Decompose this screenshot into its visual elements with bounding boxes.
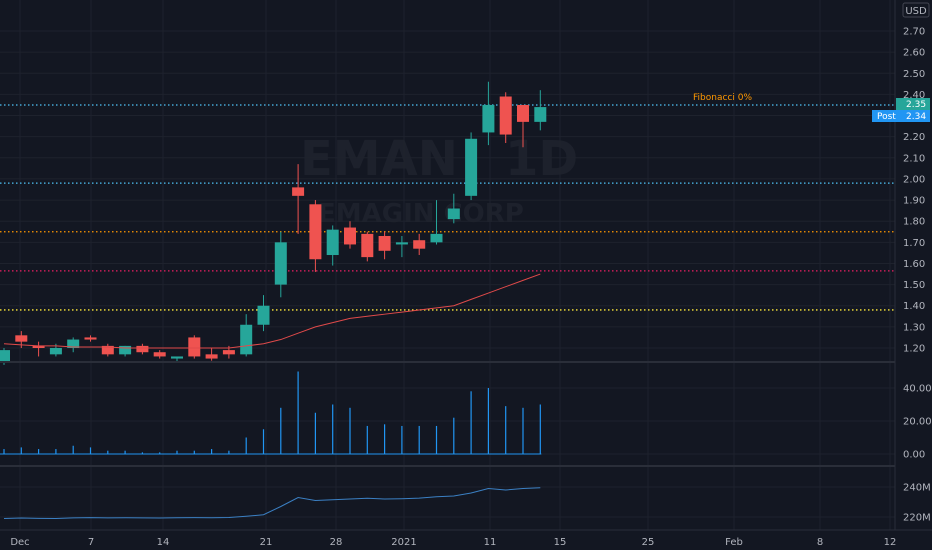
candle-body xyxy=(517,104,529,122)
obv-tick-label: 240M xyxy=(903,483,931,494)
candle-body xyxy=(15,335,28,342)
moving-average-line xyxy=(3,273,541,349)
time-tick-label: 12 xyxy=(884,537,897,548)
last-price-tag xyxy=(896,98,930,110)
price-tick-label: 2.70 xyxy=(903,27,925,38)
candle-body xyxy=(534,107,547,122)
price-tick-label: 1.50 xyxy=(903,280,925,291)
watermark-name: EMAGIN CORP xyxy=(318,199,524,229)
candle-body xyxy=(395,242,408,245)
price-tick-label: 2.20 xyxy=(903,132,925,143)
price-tick-label: 1.70 xyxy=(903,238,925,249)
volume-tick-label: 20.00 xyxy=(903,417,932,428)
candle-body xyxy=(32,345,45,348)
volume-axis: 0.00 20.00 40.00 xyxy=(903,384,932,461)
fibonacci-levels xyxy=(0,104,895,311)
post-market-tag xyxy=(872,110,930,122)
candle-body xyxy=(430,233,443,243)
candle-body xyxy=(482,104,495,133)
time-tick-label: 14 xyxy=(157,537,170,548)
candle-body xyxy=(447,208,460,220)
price-tick-label: 1.60 xyxy=(903,259,925,270)
volume-bars xyxy=(0,371,542,455)
watermark-symbol: EMAN xyxy=(300,131,458,187)
volume-tick-label: 40.00 xyxy=(903,384,932,395)
time-tick-label: 25 xyxy=(642,537,655,548)
candle-body xyxy=(499,96,512,135)
candle-body xyxy=(119,345,132,355)
candle-body xyxy=(309,204,322,260)
price-tick-label: 2.50 xyxy=(903,69,925,80)
candle-body xyxy=(153,352,166,357)
candle-body xyxy=(326,229,339,256)
volume-tick-label: 0.00 xyxy=(903,450,925,461)
gridlines xyxy=(0,0,895,530)
price-tick-label: 2.60 xyxy=(903,48,925,59)
candle-body xyxy=(240,324,253,355)
time-tick-label: 7 xyxy=(88,537,94,548)
time-tick-label: Dec xyxy=(10,537,29,548)
candle-body xyxy=(257,305,270,325)
time-axis[interactable]: Dec 7 14 21 28 2021 11 15 25 Feb 8 12 xyxy=(10,537,896,548)
price-tick-label: 1.20 xyxy=(903,344,925,355)
fib-level-label: Fibonacci 0% xyxy=(693,93,752,103)
obv-axis: 220M 240M xyxy=(903,483,931,524)
price-tick-label: 1.40 xyxy=(903,301,925,312)
post-market-value: 2.34 xyxy=(906,112,926,122)
candle-body xyxy=(205,354,218,359)
watermark-interval: 1D xyxy=(505,131,578,187)
candle-body xyxy=(67,339,80,348)
candle-body xyxy=(188,337,201,357)
candles xyxy=(0,81,547,365)
obv-line xyxy=(3,487,541,520)
candle-body xyxy=(49,348,62,355)
price-tick-label: 2.00 xyxy=(903,174,925,185)
currency-badge[interactable] xyxy=(902,2,930,18)
time-tick-label: 15 xyxy=(554,537,567,548)
candle-body xyxy=(344,227,356,245)
currency-label: USD xyxy=(905,6,927,17)
time-tick-label: Feb xyxy=(725,537,743,548)
candle-body xyxy=(84,337,97,340)
price-tick-label: 2.10 xyxy=(903,153,925,164)
candle-body xyxy=(292,187,305,196)
candle-body xyxy=(465,138,478,196)
price-tick-label: 1.90 xyxy=(903,196,925,207)
candle-body xyxy=(378,235,391,251)
last-price-value: 2.35 xyxy=(906,100,926,110)
candle-body xyxy=(274,242,287,285)
post-market-label: Post xyxy=(877,112,896,122)
time-tick-label: 8 xyxy=(817,537,823,548)
candle-body xyxy=(413,240,426,249)
price-axis[interactable]: 1.20 1.30 1.40 1.50 1.60 1.70 1.80 1.90 2.00 2.10… xyxy=(903,27,925,355)
time-tick-label: 11 xyxy=(484,537,497,548)
candle-body xyxy=(222,350,235,355)
time-tick-label: 21 xyxy=(260,537,273,548)
time-tick-label: 2021 xyxy=(391,537,416,548)
price-tick-label: 2.40 xyxy=(903,90,925,101)
time-tick-label: 28 xyxy=(330,537,343,548)
price-tick-label: 1.30 xyxy=(903,322,925,333)
candle-body xyxy=(136,345,149,353)
candle-body xyxy=(361,233,374,258)
candle-body xyxy=(101,345,114,355)
price-tick-label: 1.80 xyxy=(903,217,925,228)
candle-body xyxy=(0,350,10,363)
obv-tick-label: 220M xyxy=(903,513,931,524)
candle-body xyxy=(171,356,183,359)
